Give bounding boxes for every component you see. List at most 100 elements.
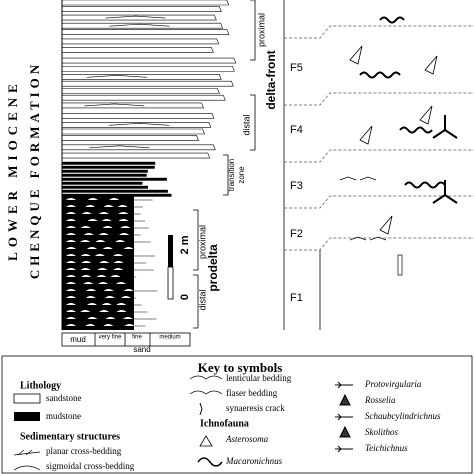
- lenticule: [105, 317, 116, 319]
- ichno-icon: [335, 445, 353, 453]
- lenticule: [80, 310, 91, 312]
- sand-layer: [62, 14, 217, 21]
- lenticule: [66, 289, 76, 291]
- zone-bracket: [223, 154, 229, 196]
- lenticule: [116, 310, 127, 312]
- facies-label: F1: [290, 292, 303, 304]
- ichno-icon: [339, 425, 351, 438]
- lenticule: [115, 282, 126, 284]
- lenticule: [66, 310, 76, 312]
- sand-layer: [62, 88, 220, 94]
- zone-bracket: [250, 0, 256, 61]
- lenticule: [101, 303, 112, 305]
- decoration: [13, 0, 474, 471]
- trace-fossil: [349, 45, 363, 65]
- cross-bedding: [109, 123, 170, 126]
- lenticule: [66, 254, 76, 256]
- zone-bracket: [193, 274, 199, 329]
- trace-fossil: [419, 105, 433, 125]
- key-item: Rosselia: [364, 395, 396, 405]
- key-heading: Ichnofauna: [200, 418, 249, 429]
- lenticule: [113, 254, 124, 256]
- lenticule: [97, 268, 108, 270]
- lenticule: [103, 289, 114, 291]
- grain-size-label: very fine: [99, 335, 122, 341]
- key-heading: Lithology: [20, 380, 61, 391]
- lenticule: [81, 275, 92, 277]
- heterolithic-layer: [61, 173, 147, 177]
- heterolithic-layer: [61, 177, 167, 181]
- key-item: Teichichnus: [365, 443, 408, 453]
- lenticule: [85, 205, 96, 207]
- heterolithic-layer: [61, 181, 143, 185]
- lenticule: [119, 233, 130, 235]
- lenticule: [113, 261, 124, 263]
- scale-bar: [167, 266, 174, 300]
- structure-icon: [13, 449, 41, 456]
- sand-layer: [62, 128, 206, 135]
- sand-layer: [62, 65, 235, 72]
- trace-fossil: [404, 181, 446, 189]
- lenticule: [101, 219, 112, 221]
- zone-bracket: [250, 94, 256, 151]
- trace-fossil: [359, 71, 401, 79]
- key-item: planar cross-bedding: [46, 446, 122, 456]
- lenticule: [66, 247, 76, 249]
- lenticule: [113, 268, 124, 270]
- heterolithic-layer: [61, 189, 168, 193]
- lenticule: [86, 289, 97, 291]
- lenticule: [103, 205, 114, 207]
- grain-size-label: fine: [132, 335, 142, 341]
- lenticule: [118, 219, 129, 221]
- key-item: mudstone: [46, 411, 81, 421]
- lenticule: [122, 317, 133, 319]
- lenticule: [66, 212, 76, 214]
- sand-layer: [62, 0, 230, 6]
- cross-bedding: [86, 75, 147, 78]
- lenticule: [115, 240, 126, 242]
- lenticule: [123, 289, 134, 291]
- sand-layer: [62, 152, 211, 159]
- sand-layer: [62, 113, 215, 119]
- key-box: [1, 355, 473, 474]
- zone-label: prodelta: [206, 244, 220, 292]
- trace-fossil: [339, 176, 377, 181]
- zone-label: delta-front: [264, 50, 278, 109]
- lenticule: [98, 282, 109, 284]
- grain-size-label: mud: [70, 335, 86, 344]
- structure-icon: [13, 465, 41, 471]
- facies-boundary: [284, 237, 474, 251]
- lenticule: [96, 275, 107, 277]
- lenticule: [98, 233, 109, 235]
- zone-label: transition: [227, 159, 236, 191]
- zone-label: distal: [241, 114, 251, 135]
- lenticule: [80, 268, 91, 270]
- trace-fossil: [432, 115, 458, 139]
- lenticule: [110, 275, 121, 277]
- lenticule: [66, 226, 76, 228]
- sand-layer: [62, 38, 220, 45]
- key-item: Macaronichnus: [225, 456, 283, 466]
- ichno-icon: [335, 381, 353, 389]
- lenticule: [117, 205, 128, 207]
- trace-fossil: [424, 55, 438, 75]
- key-item: Skolithos: [365, 427, 398, 437]
- lenticule: [80, 254, 91, 256]
- cross-bedding: [89, 145, 150, 149]
- cross-bedding: [109, 23, 170, 27]
- ichno-icon: [335, 413, 353, 421]
- lenticule: [66, 240, 76, 242]
- facies-label: F2: [290, 228, 303, 240]
- lenticule: [124, 324, 135, 326]
- ichno-icon: [199, 435, 213, 447]
- lenticule: [66, 275, 76, 277]
- heterolithic-layer: [61, 185, 149, 189]
- lenticule: [86, 247, 97, 249]
- sandstone-swatch: [13, 393, 41, 404]
- side-label: LOWER MIOCENE: [5, 79, 20, 261]
- key-title: Key to symbols: [198, 360, 283, 375]
- lenticule: [109, 198, 120, 200]
- lenticule: [83, 233, 94, 235]
- lenticule: [66, 317, 76, 319]
